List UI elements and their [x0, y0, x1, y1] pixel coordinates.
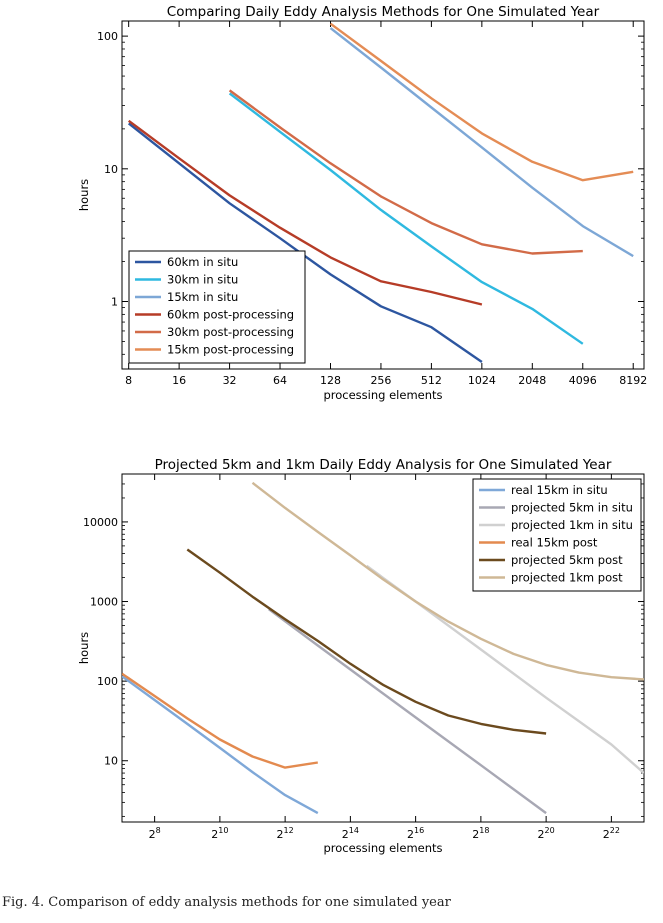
series-line-3	[127, 119, 483, 306]
series-line-0	[122, 675, 319, 815]
x-tick-label: 220	[538, 826, 555, 841]
x-tick-label: 4096	[569, 374, 597, 387]
y-tick-label: 10	[104, 163, 118, 176]
y-tick-label: 100	[97, 30, 118, 43]
legend-label: real 15km post	[511, 536, 598, 550]
top-chart: Comparing Daily Eddy Analysis Methods fo…	[77, 4, 647, 402]
legend: real 15km in situ projected 5km in situ pr…	[472, 478, 642, 592]
y-axis-label: hours	[77, 179, 91, 211]
x-tick-label: 214	[342, 826, 359, 841]
x-tick-label: 1024	[468, 374, 496, 387]
x-tick-label: 8192	[619, 374, 647, 387]
x-tick-label: 32	[223, 374, 237, 387]
series-line-2	[329, 27, 634, 258]
series-line-5	[329, 22, 634, 182]
x-tick-label: 216	[407, 826, 424, 841]
legend-label: projected 1km in situ	[511, 518, 633, 532]
legend-label: projected 5km post	[511, 553, 623, 567]
y-tick-label: 10000	[83, 516, 118, 529]
x-tick-label: 256	[370, 374, 391, 387]
legend-label: projected 5km in situ	[511, 501, 633, 515]
figure-caption: Fig. 4. Comparison of eddy analysis meth…	[2, 895, 451, 910]
x-tick-label: 28	[149, 826, 161, 841]
legend-box	[128, 250, 306, 364]
bottom-chart: Projected 5km and 1km Daily Eddy Analysi…	[77, 457, 645, 855]
legend-label: 30km post-processing	[167, 325, 294, 339]
chart-title: Comparing Daily Eddy Analysis Methods fo…	[167, 4, 600, 20]
legend-label: 30km in situ	[167, 273, 238, 287]
x-tick-label: 64	[273, 374, 287, 387]
series-line-1	[268, 608, 547, 815]
x-axis-label: processing elements	[323, 388, 442, 402]
y-tick-label: 100	[97, 675, 118, 688]
x-axis-label: processing elements	[323, 841, 442, 855]
legend-label: projected 1km post	[511, 571, 623, 585]
legend-label: 15km post-processing	[167, 343, 294, 357]
series-line-5	[251, 481, 644, 681]
x-tick-label: 16	[172, 374, 186, 387]
y-axis-label: hours	[77, 632, 91, 664]
series-line-3	[122, 672, 318, 769]
legend-label: real 15km in situ	[511, 483, 608, 497]
legend: 60km in situ 30km in situ 15km in situ 60km…	[128, 250, 306, 364]
chart-title: Projected 5km and 1km Daily Eddy Analysi…	[155, 457, 612, 473]
x-tick-label: 8	[125, 374, 132, 387]
legend-label: 15km in situ	[167, 290, 238, 304]
x-tick-label: 512	[421, 374, 442, 387]
series-line-4	[228, 89, 583, 255]
x-tick-label: 128	[320, 374, 341, 387]
legend-label: 60km post-processing	[167, 308, 294, 322]
x-tick-label: 218	[472, 826, 489, 841]
legend-label: 60km in situ	[167, 255, 238, 269]
x-tick-label: 212	[277, 826, 294, 841]
legend-box	[472, 478, 642, 592]
x-tick-label: 210	[211, 826, 228, 841]
y-tick-label: 1000	[90, 596, 118, 609]
x-tick-label: 2048	[518, 374, 546, 387]
y-tick-label: 1	[111, 296, 118, 309]
series-line-4	[186, 548, 547, 735]
series-line-1	[228, 92, 584, 345]
y-tick-label: 10	[104, 755, 118, 768]
x-tick-label: 222	[603, 826, 620, 841]
